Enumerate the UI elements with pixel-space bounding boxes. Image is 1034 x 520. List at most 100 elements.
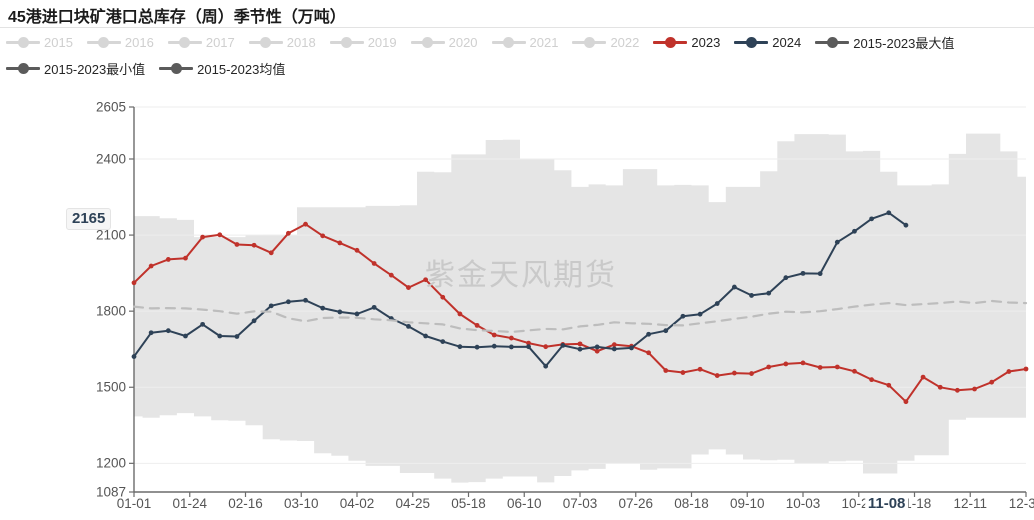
data-point [337, 309, 343, 315]
data-point [594, 348, 600, 354]
legend-item-2024[interactable]: 2024 [734, 29, 801, 55]
legend-marker-icon [167, 36, 202, 48]
data-point [285, 230, 291, 236]
data-point [714, 301, 720, 306]
data-point [611, 346, 617, 352]
data-point [131, 354, 137, 359]
data-point [406, 285, 411, 290]
data-point [543, 344, 549, 350]
data-point [165, 257, 171, 262]
x-axis-tick-label: 04-25 [395, 496, 431, 511]
legend-marker-icon [6, 36, 40, 48]
data-point [200, 321, 206, 327]
data-point [526, 340, 531, 346]
data-point [337, 240, 343, 246]
data-point [972, 386, 977, 392]
data-point [508, 335, 514, 341]
y-axis-tick-label: 1800 [95, 303, 126, 319]
legend-item-2019[interactable]: 2019 [329, 29, 397, 55]
legend-item-2021[interactable]: 2021 [491, 29, 558, 55]
legend-label: 2015-2023最大值 [853, 35, 955, 51]
watermark: 紫金天风期货 [425, 258, 617, 293]
data-point [749, 371, 754, 376]
data-point [852, 228, 857, 234]
x-axis-tick-label: 02-16 [228, 496, 263, 511]
data-point [680, 370, 686, 375]
legend-marker-icon [815, 36, 850, 48]
data-point [165, 328, 171, 334]
x-axis-tick-label: 04-02 [339, 496, 375, 511]
data-point [234, 334, 240, 339]
data-point [903, 399, 909, 405]
legend-item-2015-2023均值[interactable]: 2015-2023均值 [159, 55, 285, 81]
y-axis-tick-label: 1500 [95, 379, 126, 395]
data-point [406, 323, 411, 329]
data-point [834, 239, 840, 245]
data-point [457, 344, 463, 350]
data-point [423, 333, 429, 339]
data-point [183, 333, 188, 339]
data-point [508, 344, 514, 350]
legend-item-2018[interactable]: 2018 [248, 29, 316, 55]
legend-item-2016[interactable]: 2016 [86, 29, 154, 55]
data-point [611, 342, 617, 348]
x-axis-tick-label: 12-31 [1008, 496, 1034, 511]
data-point [131, 280, 137, 286]
data-point [320, 305, 326, 311]
series-line-2015-2023均值 [132, 299, 1028, 334]
y-axis-tick-label: 2100 [95, 227, 126, 243]
y-axis-tick-label: 1200 [95, 455, 126, 471]
legend-item-2020[interactable]: 2020 [410, 29, 478, 55]
y-axis-tick-label: 1087 [95, 484, 126, 500]
data-point [852, 368, 857, 374]
data-point [526, 344, 531, 350]
data-point [543, 363, 549, 369]
data-point [148, 330, 154, 336]
x-axis-tick-label: 07-03 [562, 496, 598, 511]
data-point [183, 255, 188, 261]
legend-item-2015-2023最小值[interactable]: 2015-2023最小值 [6, 55, 145, 81]
data-point [663, 368, 669, 373]
data-point [766, 290, 772, 296]
y-axis-tick-label: 2605 [95, 99, 126, 115]
legend-label: 2022 [610, 34, 640, 50]
data-point [680, 313, 686, 319]
data-point [200, 234, 206, 240]
legend-label: 2016 [124, 34, 154, 50]
title-divider [0, 27, 1034, 28]
legend-label: 2015-2023最小值 [44, 61, 146, 77]
data-point [217, 333, 223, 339]
x-axis-tick-label: 09-10 [729, 496, 765, 511]
data-point [817, 271, 823, 277]
x-axis-tick-label: 08-18 [674, 496, 709, 511]
legend-item-2015-2023最大值[interactable]: 2015-2023最大值 [815, 29, 954, 55]
x-axis-labels: 01-01 01-24 02-16 03-10 04-02 04-25 05-18 06-10… [0, 492, 1034, 520]
data-point [560, 343, 566, 348]
chart-legend: 2015 2016 2017 2018 2019 2020 2021 2022 2023 2024… [6, 29, 1034, 81]
data-point [577, 346, 583, 352]
minmax-band [134, 133, 1026, 483]
legend-item-2023[interactable]: 2023 [653, 29, 720, 55]
x-axis-tick-label: 01-24 [172, 496, 208, 511]
data-point [731, 370, 737, 376]
x-axis-tick-label: 12-11 [953, 496, 988, 511]
x-axis-tick-label: 05-18 [451, 496, 486, 511]
data-point [268, 250, 274, 256]
legend-marker-icon [734, 36, 769, 48]
legend-item-2017[interactable]: 2017 [167, 29, 235, 55]
legend-marker-icon [248, 36, 283, 48]
y-axis-highlight-label: 2165 [66, 207, 112, 230]
legend-label: 2015-2023均值 [197, 61, 286, 77]
data-point [440, 339, 446, 345]
data-point [886, 210, 892, 216]
data-point [954, 387, 960, 393]
series-line-2024 [133, 211, 907, 368]
data-point [303, 221, 308, 227]
legend-item-2015[interactable]: 2015 [6, 29, 73, 55]
y-axis-labels: 1087 1200 1500 1800 2100 2400 2605 [58, 0, 126, 520]
legend-marker-icon [572, 36, 607, 48]
x-axis-tick-label: 06-10 [506, 496, 542, 511]
legend-item-2022[interactable]: 2022 [572, 29, 639, 55]
legend-label: 2020 [448, 34, 478, 50]
x-axis-tick-label: 01-01 [116, 496, 152, 511]
